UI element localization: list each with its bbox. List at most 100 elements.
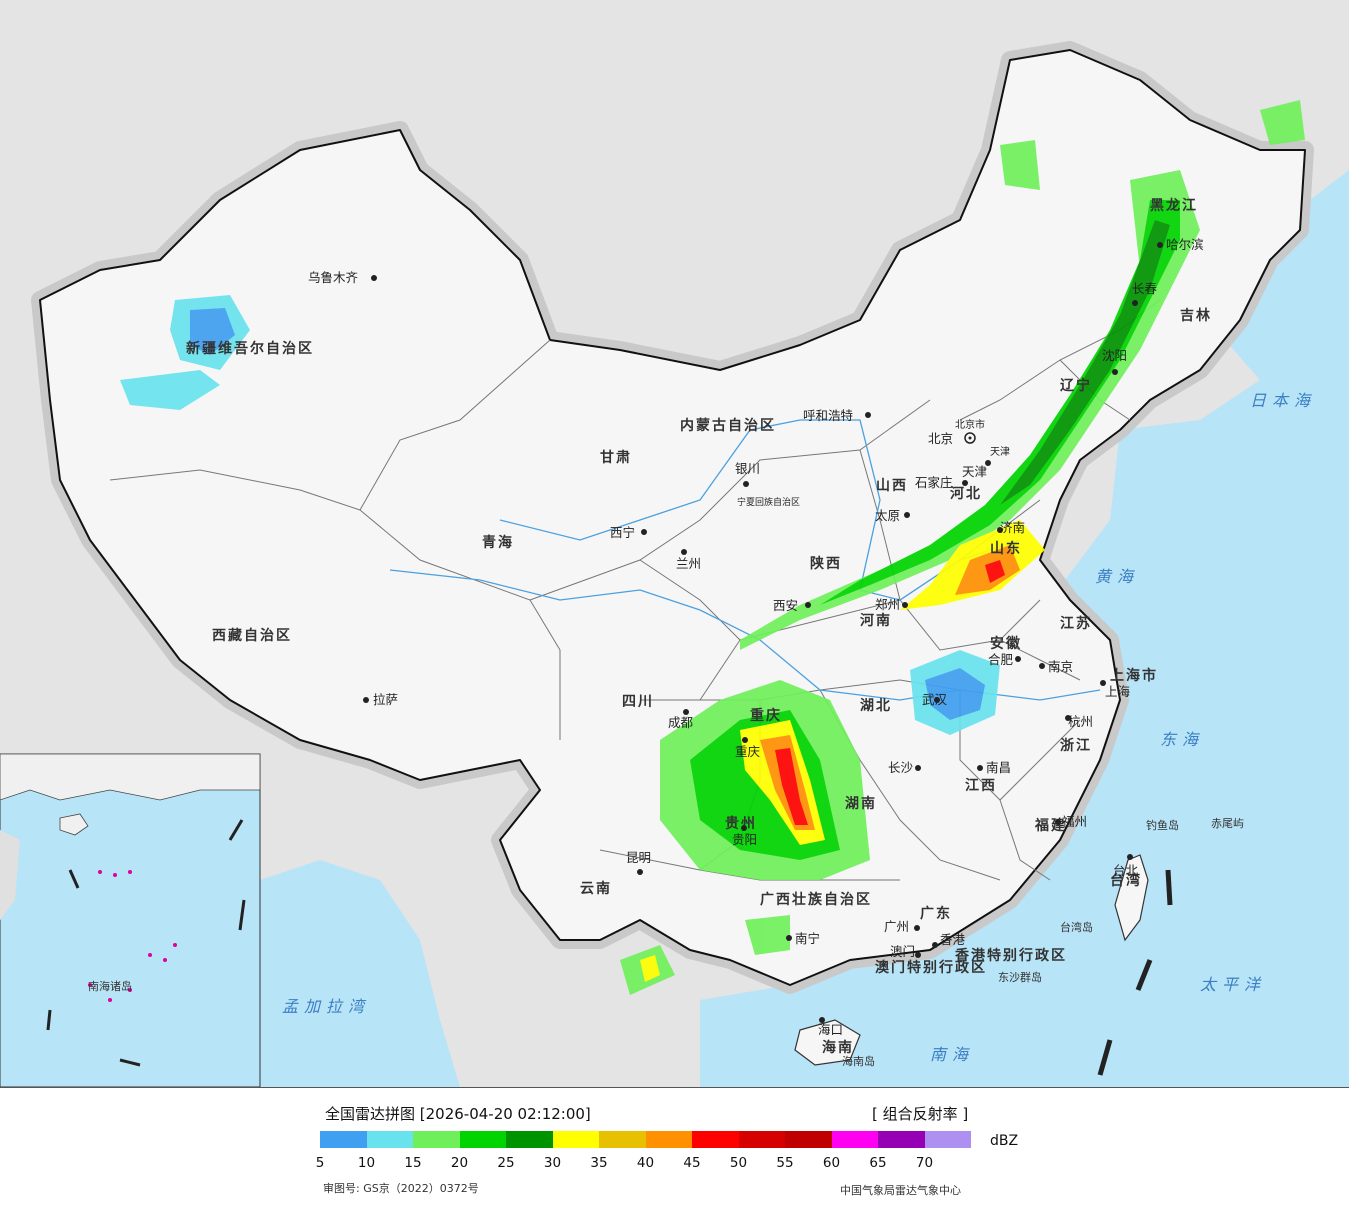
island-diaoyu: 钓鱼岛 xyxy=(1146,818,1179,832)
color-swatch xyxy=(924,1131,971,1148)
label-tianjin-shi: 天津 xyxy=(990,446,1010,458)
sea-yellow: 黄海 xyxy=(1095,567,1139,586)
china-land xyxy=(39,49,1306,986)
scale-tick-label: 20 xyxy=(450,1155,469,1171)
city-tianjin: 天津 xyxy=(962,464,987,479)
island-hainan: 海南岛 xyxy=(842,1054,875,1068)
scale-tick-label: 60 xyxy=(822,1155,841,1171)
map-canvas: 新疆维吾尔自治区 西藏自治区 青海 甘肃 内蒙古自治区 黑龙江 吉林 辽宁 河北… xyxy=(0,0,1349,1087)
label-jiangsu: 江苏 xyxy=(1060,615,1092,632)
scale-tick-label: 15 xyxy=(404,1155,422,1171)
scale-tick-label: 25 xyxy=(497,1155,515,1171)
island-labels: 钓鱼岛 赤尾屿 台湾岛 东沙群岛 海南岛 南海诸岛 xyxy=(88,817,1244,1068)
city-macau: 澳门 xyxy=(890,944,915,959)
color-swatch xyxy=(692,1131,739,1148)
label-chongqing: 重庆 xyxy=(750,707,782,724)
label-shaanxi: 陕西 xyxy=(810,555,842,572)
sea-labels: 日本海 黄海 东海 太平洋 南海 孟加拉湾 xyxy=(282,391,1316,1064)
color-swatch xyxy=(552,1131,599,1148)
city-harbin: 哈尔滨 xyxy=(1166,237,1204,252)
city-nanning: 南宁 xyxy=(795,931,820,946)
color-swatch xyxy=(506,1131,553,1148)
label-neimenggu: 内蒙古自治区 xyxy=(680,417,776,434)
city-wuhan: 武汉 xyxy=(922,692,948,707)
credit-label: 中国气象局雷达气象中心 xyxy=(840,1184,961,1197)
city-hongkong: 香港 xyxy=(940,932,966,947)
city-lhasa: 拉萨 xyxy=(373,692,398,707)
label-liaoning: 辽宁 xyxy=(1060,377,1092,394)
city-kunming: 昆明 xyxy=(626,850,651,865)
color-swatch xyxy=(413,1131,460,1148)
city-shanghai: 上海 xyxy=(1105,684,1131,699)
city-lanzhou: 兰州 xyxy=(676,556,701,571)
label-henan: 河南 xyxy=(860,612,892,629)
scale-tick-label: 30 xyxy=(543,1155,562,1171)
label-qinghai: 青海 xyxy=(482,534,514,551)
scale-tick-label: 55 xyxy=(776,1155,794,1171)
city-labels: 乌鲁木齐 拉萨 西宁 兰州 银川 呼和浩特 北京 天津 石家庄 太原 西安 郑州… xyxy=(308,237,1204,1037)
taiwan-island xyxy=(1114,854,1149,942)
island-taiwan: 台湾岛 xyxy=(1060,920,1093,934)
sea-east: 东海 xyxy=(1160,730,1204,749)
label-sichuan: 四川 xyxy=(622,694,654,710)
scale-tick-label: 65 xyxy=(869,1155,887,1171)
label-xinjiang: 新疆维吾尔自治区 xyxy=(186,340,314,357)
legend-panel: 全国雷达拼图 [2026-04-20 02:12:00] [ 组合反射率 ] d… xyxy=(0,1088,1349,1208)
scale-tick-label: 70 xyxy=(915,1155,934,1171)
city-guiyang: 贵阳 xyxy=(732,832,757,847)
city-nanchang: 南昌 xyxy=(986,760,1011,775)
color-swatch xyxy=(645,1131,692,1148)
island-dongsha: 东沙群岛 xyxy=(998,970,1042,984)
city-xining: 西宁 xyxy=(610,525,635,540)
city-nanjing: 南京 xyxy=(1048,659,1073,674)
city-hefei: 合肥 xyxy=(988,652,1014,667)
province-labels: 新疆维吾尔自治区 西藏自治区 青海 甘肃 内蒙古自治区 黑龙江 吉林 辽宁 河北… xyxy=(186,197,1212,1056)
city-zhengzhou: 郑州 xyxy=(875,597,900,612)
color-swatch xyxy=(459,1131,506,1148)
city-fuzhou: 福州 xyxy=(1062,814,1087,829)
city-hangzhou: 杭州 xyxy=(1068,714,1093,729)
city-urumqi: 乌鲁木齐 xyxy=(308,270,359,285)
city-yinchuan: 银川 xyxy=(735,461,760,476)
label-ningxia: 宁夏回族自治区 xyxy=(737,496,800,508)
scale-tick-label: 40 xyxy=(636,1155,655,1171)
scale-tick-label: 10 xyxy=(357,1155,376,1171)
city-taipei: 台北 xyxy=(1113,863,1139,878)
label-guizhou: 贵州 xyxy=(725,815,757,832)
color-swatch xyxy=(831,1131,878,1148)
label-guangdong: 广东 xyxy=(920,905,952,922)
label-hunan: 湖南 xyxy=(845,795,877,812)
scale-tick-label: 50 xyxy=(729,1155,748,1171)
city-hohhot: 呼和浩特 xyxy=(803,408,853,423)
legend-title: 全国雷达拼图 [2026-04-20 02:12:00] xyxy=(325,1105,591,1123)
city-shenyang: 沈阳 xyxy=(1102,348,1127,363)
label-shanxi: 山西 xyxy=(876,478,908,494)
city-chongqing: 重庆 xyxy=(735,744,761,759)
bay-of-bengal xyxy=(260,860,460,1087)
boundary-dashes xyxy=(1097,869,1173,1076)
label-hainan: 海南 xyxy=(822,1039,854,1056)
sea-bengal: 孟加拉湾 xyxy=(282,997,370,1016)
label-beijing-shi: 北京市 xyxy=(955,418,985,431)
sea-pacific: 太平洋 xyxy=(1200,975,1266,994)
label-guangxi: 广西壮族自治区 xyxy=(760,891,872,908)
city-markers xyxy=(363,242,1163,1023)
city-chengdu: 成都 xyxy=(668,715,694,730)
south-china-sea-inset xyxy=(0,753,261,1087)
color-swatch xyxy=(366,1131,413,1148)
color-swatch xyxy=(785,1131,832,1148)
label-hongkong-sar: 香港特别行政区 xyxy=(954,947,1067,964)
label-taiwan: 台湾 xyxy=(1110,872,1142,889)
radar-map[interactable]: 新疆维吾尔自治区 西藏自治区 青海 甘肃 内蒙古自治区 黑龙江 吉林 辽宁 河北… xyxy=(0,0,1349,1088)
label-gansu: 甘肃 xyxy=(600,449,632,466)
city-xian: 西安 xyxy=(773,598,798,613)
product-name: [ 组合反射率 ] xyxy=(872,1105,969,1123)
city-shijiazhuang: 石家庄 xyxy=(915,475,953,490)
label-jilin: 吉林 xyxy=(1180,307,1212,324)
sea-japan: 日本海 xyxy=(1250,391,1316,410)
scale-tick-label: 35 xyxy=(590,1155,608,1171)
island-south-sea: 南海诸岛 xyxy=(88,979,132,993)
color-scale-bar xyxy=(320,1131,971,1148)
radar-echoes xyxy=(120,100,1305,995)
